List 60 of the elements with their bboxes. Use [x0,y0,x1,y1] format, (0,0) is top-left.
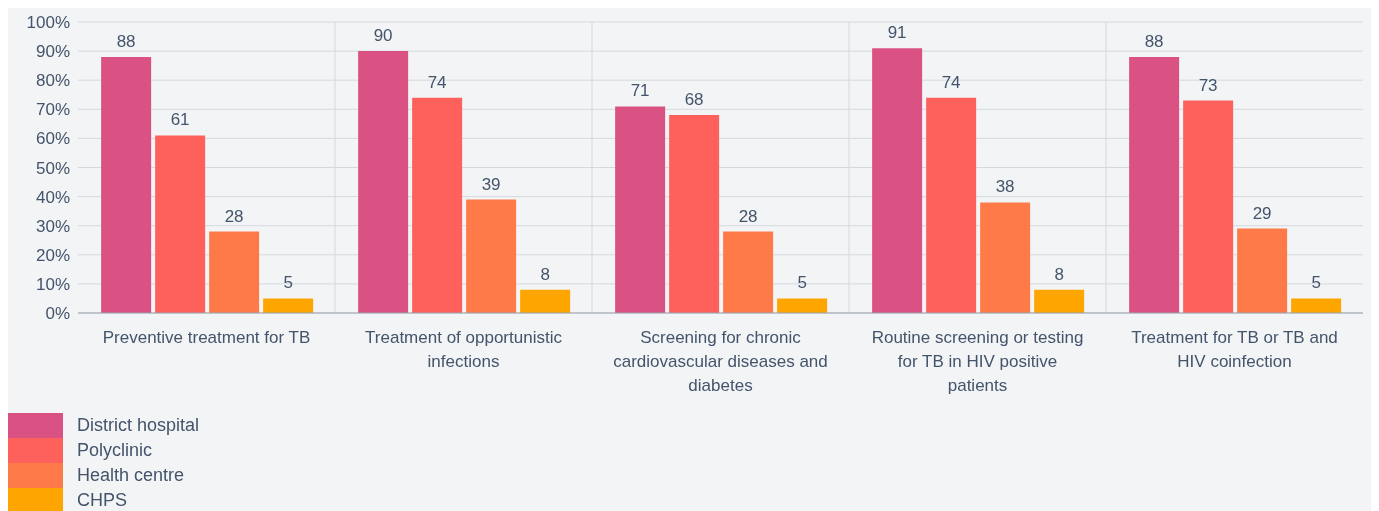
data-label: 88 [1144,31,1164,51]
y-tick-label: 20% [35,245,70,265]
data-label: 61 [170,110,190,130]
legend-label: District hospital [77,415,200,436]
legend-label: CHPS [77,490,128,511]
data-label: 8 [1054,264,1064,284]
y-tick-label: 100% [26,13,70,33]
data-label: 68 [684,90,704,110]
bar [1237,228,1288,313]
data-label: 88 [116,31,136,51]
data-label: 29 [1252,203,1272,223]
data-label: 8 [540,264,550,284]
x-tick-label: Treatment for TB or TB and HIV coinfection [1131,328,1338,371]
bar [520,289,571,313]
x-tick-label: Screening for chronic cardiovascular diseases and diabetes [613,328,828,395]
bar [777,298,828,313]
bar [669,115,720,313]
y-tick-label: 40% [35,187,70,207]
bar [209,231,260,313]
bar [926,97,977,313]
data-label: 38 [995,177,1015,197]
bar [615,106,666,313]
bar [101,56,152,313]
bar [1034,289,1085,313]
data-label: 74 [427,72,447,92]
data-label: 73 [1198,75,1218,95]
bar [263,298,314,313]
y-tick-label: 80% [35,71,70,91]
bar [412,97,463,313]
bar [723,231,774,313]
data-label: 71 [630,81,650,101]
bar [155,135,206,313]
x-tick-label: Preventive treatment for TB [102,328,311,347]
legend-label: Health centre [77,465,185,486]
data-label: 74 [941,72,961,92]
data-label: 5 [797,273,807,293]
bar [466,199,517,313]
data-label: 5 [283,273,293,293]
bar [1183,100,1234,313]
y-tick-label: 30% [35,216,70,236]
x-tick-label: Treatment of opportunistic infections [365,328,563,371]
data-label: 5 [1311,273,1321,293]
bar [872,48,923,313]
data-label: 39 [481,174,501,194]
data-label: 91 [887,23,907,43]
data-label: 28 [224,206,244,226]
bar [1129,56,1180,313]
data-label: 90 [373,26,393,46]
bar [358,51,409,313]
x-tick-label: Routine screening or testing for TB in HIV positive patients [871,328,1084,395]
y-tick-label: 0% [45,304,70,324]
y-tick-label: 70% [35,100,70,120]
y-tick-label: 10% [35,274,70,294]
y-tick-label: 60% [35,129,70,149]
data-label: 28 [738,206,758,226]
bar [980,202,1031,313]
bar [1291,298,1342,313]
y-tick-label: 50% [35,158,70,178]
legend-label: Polyclinic [77,440,153,461]
y-tick-label: 90% [35,42,70,62]
